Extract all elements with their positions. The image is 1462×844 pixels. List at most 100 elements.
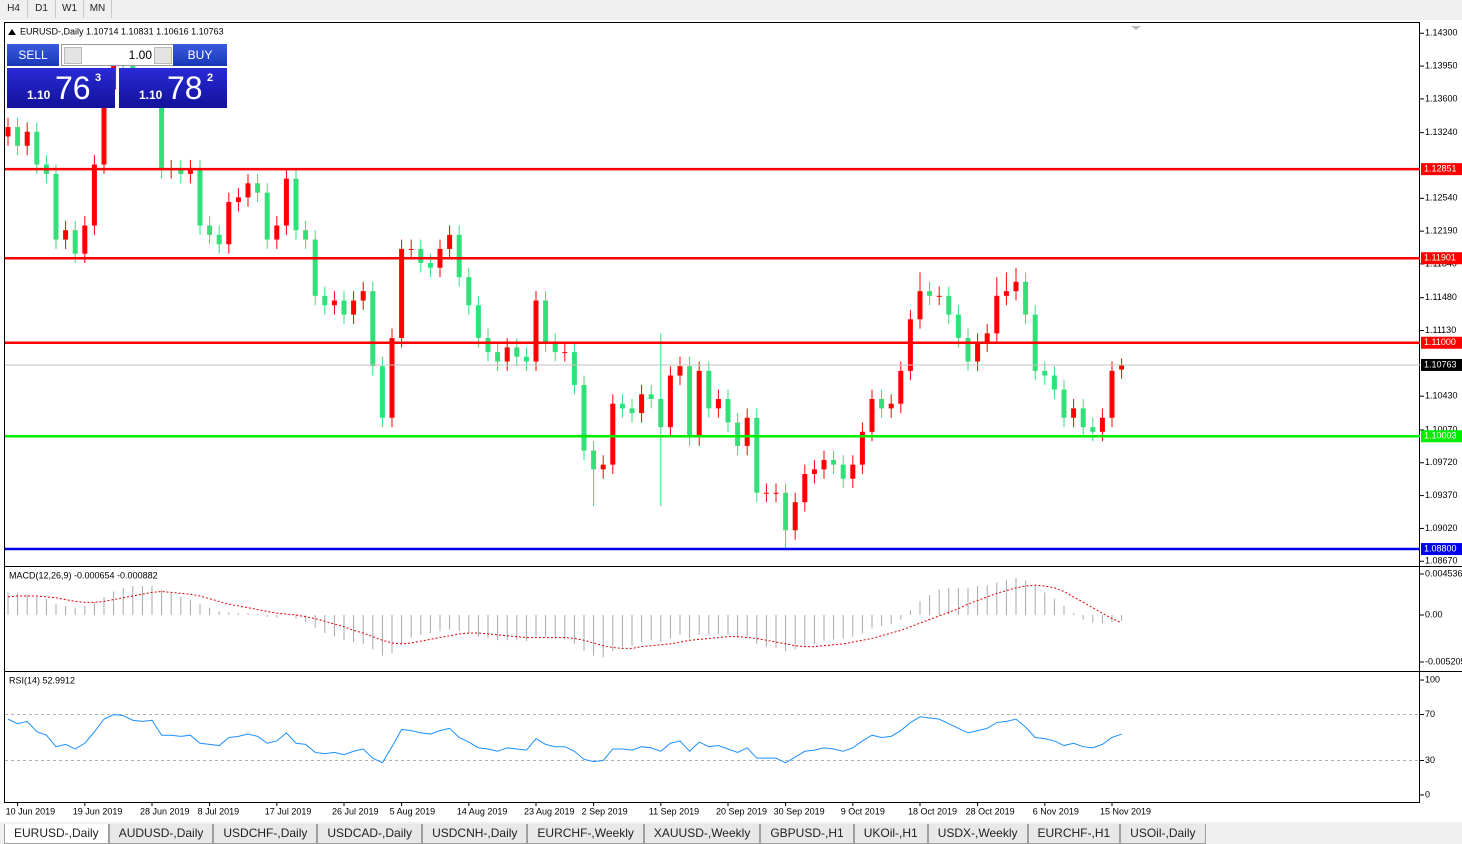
candle-body — [456, 234, 462, 278]
candle-body — [763, 492, 769, 494]
buy-button[interactable]: BUY — [173, 44, 227, 66]
candle-body — [72, 230, 78, 254]
candle-body — [715, 399, 721, 409]
chart-tab[interactable]: USOil-,Daily — [1120, 824, 1206, 844]
buy-price[interactable]: 1.10 78 2 — [119, 68, 227, 108]
candle-body — [187, 169, 193, 174]
x-tick-label: 11 Sep 2019 — [649, 806, 699, 816]
one-click-trading: SELL 1.00 BUY 1.10 76 3 1.10 78 2 — [7, 44, 227, 108]
chart-tab[interactable]: UKOil-,H1 — [853, 824, 928, 844]
candle-body — [639, 394, 645, 414]
candle-body — [1109, 370, 1115, 418]
x-tick-label: 17 Jul 2019 — [265, 806, 312, 816]
chart-tab[interactable]: USDCAD-,Daily — [317, 824, 423, 844]
candle-body — [859, 431, 865, 465]
price-level-box — [1421, 336, 1462, 349]
chart-frame — [4, 22, 1420, 803]
candle-body — [1061, 389, 1067, 418]
candle-body — [994, 295, 1000, 334]
candle-body — [802, 474, 808, 503]
x-tick-label: 6 Nov 2019 — [1033, 806, 1079, 816]
candle-body — [1013, 281, 1019, 292]
candle-body — [1099, 417, 1105, 432]
price-level-box — [1421, 543, 1462, 556]
candle-body — [984, 333, 990, 343]
timeframe-button[interactable]: MN — [84, 0, 112, 18]
candle-body — [1119, 364, 1125, 370]
price-level-box — [1421, 358, 1462, 371]
candle-body — [936, 295, 942, 297]
chart-tab[interactable]: EURUSD-,Daily — [4, 824, 109, 844]
sell-price[interactable]: 1.10 76 3 — [7, 68, 115, 108]
candle-body — [629, 408, 635, 414]
candle-body — [821, 459, 827, 470]
candle-body — [658, 399, 664, 428]
chart-tab[interactable]: USDX-,Weekly — [927, 824, 1028, 844]
chart-tab[interactable]: EURCHF-,H1 — [1027, 824, 1121, 844]
lot-input[interactable]: 1.00 — [61, 44, 175, 66]
candle-body — [514, 347, 520, 357]
candle-body — [687, 366, 693, 437]
y-tick-label: 70 — [1425, 709, 1435, 719]
timeframe-button[interactable]: H4 — [0, 0, 28, 18]
x-tick-label: 9 Oct 2019 — [841, 806, 885, 816]
candle-body — [447, 234, 453, 249]
chart-tabs: EURUSD-,Daily AUDUSD-,Daily USDCHF-,Daily U… — [4, 824, 1206, 844]
candle-body — [850, 464, 856, 479]
chart-tab[interactable]: USDCHF-,Daily — [213, 824, 318, 844]
sell-button[interactable]: SELL — [7, 44, 59, 66]
candle-body — [696, 370, 702, 437]
shift-marker — [1131, 26, 1141, 30]
x-tick-label: 28 Oct 2019 — [966, 806, 1015, 816]
y-tick-label: 1.12190 — [1425, 226, 1458, 236]
y-tick-label: 1.13950 — [1425, 60, 1458, 70]
x-tick-label: 20 Sep 2019 — [716, 806, 767, 816]
candle-body — [523, 356, 529, 362]
candle-body — [571, 352, 577, 385]
spin-up[interactable] — [154, 47, 172, 64]
candle-body — [34, 131, 40, 165]
timeframe-button[interactable]: D1 — [28, 0, 56, 18]
x-tick-label: 2 Sep 2019 — [582, 806, 628, 816]
y-tick-label: 0.00 — [1425, 609, 1443, 619]
candle-body — [283, 178, 289, 226]
candle-body — [831, 459, 837, 465]
price-level-box — [1421, 430, 1462, 443]
collapse-icon[interactable] — [8, 29, 16, 35]
candle-body — [351, 300, 357, 315]
candle-body — [226, 202, 232, 245]
candle-body — [898, 370, 904, 404]
candle-body — [552, 342, 558, 353]
chart-tab[interactable]: EURCHF-,Weekly — [527, 824, 644, 844]
x-tick-label: 14 Aug 2019 — [457, 806, 508, 816]
y-tick-label: 30 — [1425, 755, 1435, 765]
candle-body — [427, 263, 433, 268]
price-pips: 78 — [167, 70, 203, 106]
y-tick-label: 1.11130 — [1425, 325, 1456, 335]
candle-body — [293, 178, 299, 231]
candle-body — [178, 169, 184, 174]
candle-body — [754, 417, 760, 493]
chart-tab[interactable]: AUDUSD-,Daily — [108, 824, 214, 844]
timeframe-toolbar: H4 D1 W1 MN — [0, 0, 112, 19]
chart-tab[interactable]: GBPUSD-,H1 — [760, 824, 854, 844]
candle-body — [408, 248, 414, 250]
x-tick-label: 5 Aug 2019 — [390, 806, 436, 816]
chart-tab[interactable]: XAUUSD-,Weekly — [643, 824, 761, 844]
candle-body — [1003, 291, 1009, 296]
x-tick-label: 8 Jul 2019 — [198, 806, 240, 816]
rsi-line — [7, 714, 1122, 764]
timeframe-button[interactable]: W1 — [56, 0, 84, 18]
candle-body — [91, 164, 97, 226]
candle-body — [735, 422, 741, 446]
chart-tab[interactable]: USDCNH-,Daily — [422, 824, 528, 844]
candle-body — [322, 295, 328, 306]
price-level-box — [1421, 252, 1462, 265]
candle-body — [331, 300, 337, 306]
spin-down[interactable] — [64, 47, 82, 64]
x-tick-label: 28 Jun 2019 — [140, 806, 190, 816]
candle-body — [216, 234, 222, 245]
candle-body — [927, 291, 933, 296]
indicator-title: RSI(14) 52.9912 — [9, 675, 75, 685]
candle-body — [53, 173, 59, 240]
